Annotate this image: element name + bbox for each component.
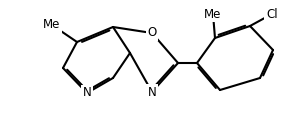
Text: Cl: Cl bbox=[266, 8, 278, 21]
Text: N: N bbox=[148, 86, 156, 99]
Text: Me: Me bbox=[204, 8, 222, 21]
Text: O: O bbox=[147, 26, 157, 39]
Text: Me: Me bbox=[43, 19, 61, 32]
Text: N: N bbox=[82, 87, 91, 100]
